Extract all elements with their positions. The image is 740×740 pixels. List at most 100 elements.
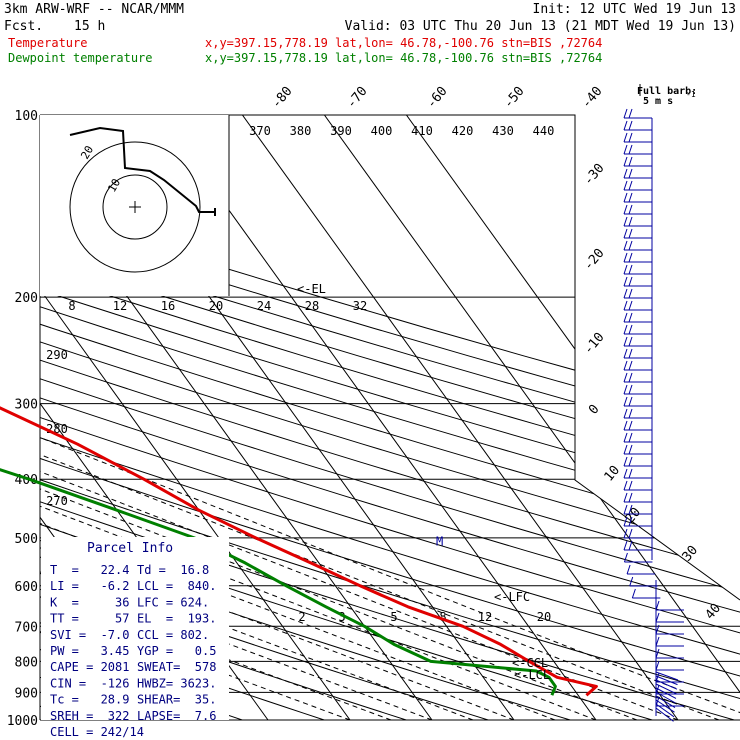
wind-barb-flag — [623, 180, 628, 191]
mixing-ratio-label-5: 5 — [390, 610, 397, 624]
wind-barb-flag — [628, 228, 633, 239]
dry-adiabat-line — [40, 115, 489, 720]
wind-barb-flag — [623, 192, 628, 203]
wind-barb-lowlevel — [655, 691, 676, 704]
legend-temperature-info: x,y=397.15,778.19 lat,lon= 46.78,-100.76… — [205, 36, 602, 50]
wind-barb-flag — [628, 144, 633, 155]
parcel-info-rows: T = 22.4 Td = 16.8 LI = -6.2 LCL = 840. K = … — [50, 563, 216, 739]
barb-legend: Full barb: 5 m s -1 — [637, 84, 697, 107]
wind-barb-flag — [631, 588, 636, 599]
parcel-info-left-6: CAPE = 2081 — [50, 660, 129, 674]
wind-barb-flag — [623, 108, 628, 119]
isotherm-line — [241, 115, 679, 720]
level-marker-ccl: <-CCL — [512, 656, 548, 670]
valid-time: Valid: 03 UTC Thu 20 Jun 13 (21 MDT Wed … — [345, 19, 736, 34]
kts-tick-20: 20 — [209, 299, 223, 313]
wind-barb-flag — [628, 276, 633, 287]
isotherm-label--30: -30 — [581, 161, 608, 189]
dry-adiabat-line — [40, 115, 740, 720]
wind-barb-flag — [628, 348, 633, 359]
pressure-label-300: 300 — [15, 398, 38, 413]
wind-barb-flag — [623, 444, 628, 455]
dry-adiabat-line — [40, 115, 740, 720]
theta-label-370: 370 — [249, 124, 271, 138]
pressure-label-1000: 1000 — [7, 714, 38, 729]
wind-barb-flag — [623, 432, 628, 443]
wind-barb-flag — [623, 156, 628, 167]
parcel-info-right-2: LFC = 624. — [137, 595, 209, 609]
wind-barb-flag — [628, 156, 633, 167]
dry-adiabat-line — [40, 115, 740, 720]
kts-tick-12: 12 — [113, 299, 127, 313]
parcel-level-markers: <-EL <-LFC <-CCL<-LCL M — [297, 282, 550, 682]
init-time: Init: 12 UTC Wed 19 Jun 13 — [533, 2, 737, 17]
pressure-label-100: 100 — [15, 109, 38, 124]
wind-barb-flag — [623, 408, 628, 419]
wind-barb-flag — [628, 516, 633, 527]
mixing-ratio-label-8: 8 — [439, 610, 446, 624]
wind-barb-flag — [623, 216, 628, 227]
wind-barb-flag — [628, 252, 633, 263]
pressure-label-600: 600 — [15, 580, 38, 595]
wind-barb-flag — [623, 480, 628, 491]
parcel-info-right-3: EL = 193. — [137, 612, 216, 626]
pressure-label-900: 900 — [15, 686, 38, 701]
hodograph-ring-outer — [69, 141, 201, 273]
mixing-ratio-label-20: 20 — [537, 610, 551, 624]
parcel-info-left-3: TT = 57 — [50, 612, 129, 626]
wind-barb-flag — [628, 312, 633, 323]
wind-barb-flag — [628, 324, 633, 335]
barb-legend-title: Full barb: — [637, 86, 697, 97]
dry-adiabat-line — [40, 115, 740, 720]
isotherm-line — [40, 115, 351, 720]
pressure-label-800: 800 — [15, 655, 38, 670]
wind-barb-flag — [623, 300, 628, 311]
level-marker-lcl: <-LCL — [514, 668, 550, 682]
dry-adiabat-line — [40, 115, 740, 720]
wind-barb-lowlevel — [655, 675, 678, 686]
wind-barb-flag — [623, 504, 628, 515]
parcel-info-title: Parcel Info — [87, 541, 173, 556]
parcel-info-left-4: SVI = -7.0 — [50, 628, 129, 642]
wind-barb-flag — [623, 120, 628, 131]
wind-barb-flag — [628, 360, 633, 371]
wind-barb-flag — [623, 204, 628, 215]
theta-label-420: 420 — [452, 124, 474, 138]
wind-barb-flag — [623, 276, 628, 287]
isotherm-line — [405, 115, 740, 720]
wind-barb-flag — [623, 516, 628, 527]
kts-tick-16: 16 — [161, 299, 175, 313]
wind-barb-flag — [623, 168, 628, 179]
parcel-info-left-2: K = 36 — [50, 595, 129, 609]
dry-adiabat-line — [40, 115, 740, 720]
wind-barb-lowlevel — [655, 679, 678, 690]
level-marker-m: M — [436, 534, 443, 548]
wind-barb-flag — [628, 168, 633, 179]
theta-label-400: 400 — [371, 124, 393, 138]
isotherm-label--20: -20 — [581, 246, 608, 274]
kts-tick-24: 24 — [257, 299, 271, 313]
wind-barb-flag — [628, 192, 633, 203]
isotherm-label-40: 40 — [703, 601, 725, 623]
isotherm-label--40: -40 — [579, 84, 606, 112]
mixing-ratio-labels: 2 3 5 8 12 20 — [298, 610, 551, 624]
wind-barb-flag — [628, 372, 633, 383]
level-marker-el: <-EL — [297, 282, 326, 296]
dry-adiabat-line — [40, 115, 740, 720]
wind-barb-flag — [628, 300, 633, 311]
dry-adiabat-line — [40, 115, 407, 720]
wind-barbs — [623, 108, 684, 722]
wind-barb-flag — [628, 384, 633, 395]
pressure-label-200: 200 — [15, 291, 38, 306]
theta-label-380: 380 — [290, 124, 312, 138]
wind-barb-flag — [623, 552, 628, 563]
legend-dewpoint-label: Dewpoint temperature — [8, 51, 153, 65]
theta-label-440: 440 — [533, 124, 555, 138]
isotherm-label-10: 10 — [602, 463, 624, 485]
dry-adiabat-line — [40, 115, 740, 720]
wind-barb-flag — [628, 432, 633, 443]
wind-barb-flag — [623, 384, 628, 395]
wind-barb-flag — [628, 288, 633, 299]
